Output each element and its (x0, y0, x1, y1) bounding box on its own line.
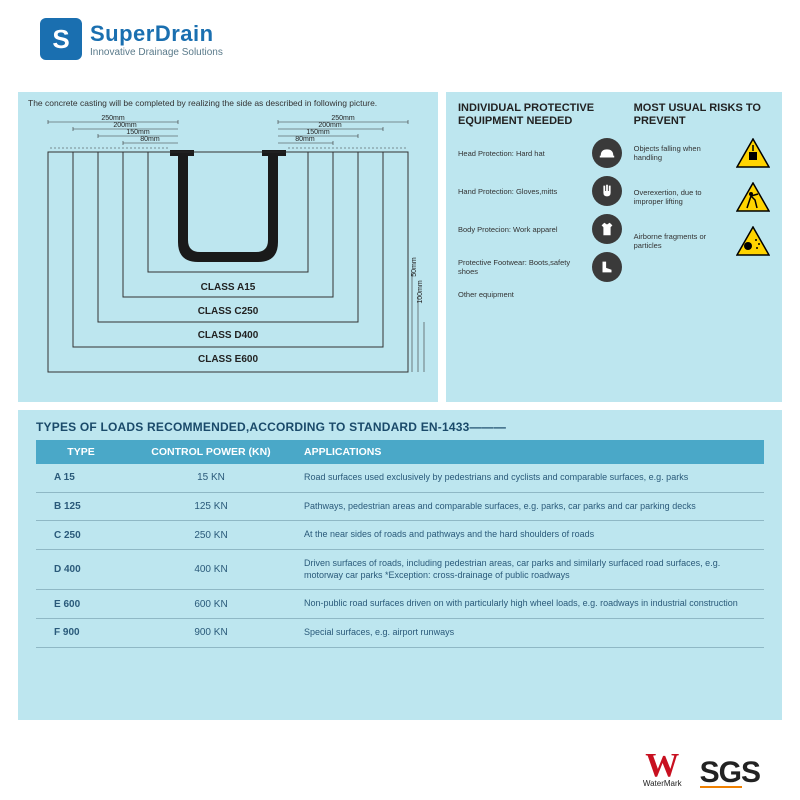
footer-certifications: W WaterMark SGS (643, 752, 760, 788)
casting-caption: The concrete casting will be completed b… (28, 98, 428, 108)
dim-tr-2: 150mm (306, 129, 330, 136)
col-applications: APPLICATIONS (296, 440, 764, 464)
dim-tl-2: 150mm (126, 129, 150, 136)
lifting-icon (736, 182, 770, 212)
dim-side-0: 50mm (411, 257, 418, 277)
casting-diagram: 250mm 200mm 150mm 80mm 250mm 200mm 150mm… (28, 112, 428, 380)
logo-mark-icon: S (40, 18, 82, 60)
dim-tl-3: 80mm (140, 136, 160, 143)
risk-row-2: Airborne fragments or particles (634, 226, 770, 256)
logo-subtitle: Innovative Drainage Solutions (90, 47, 223, 58)
hardhat-icon (592, 138, 622, 168)
table-row: C 250250 KNAt the near sides of roads an… (36, 521, 764, 550)
watermark-logo: W WaterMark (643, 752, 682, 788)
watermark-label: WaterMark (643, 779, 682, 788)
ppe-label-0: Head Protection: Hard hat (458, 149, 586, 158)
dim-side-1: 100mm (417, 280, 424, 304)
apparel-icon (592, 214, 622, 244)
watermark-w-icon: W (645, 752, 679, 779)
class-label-3: CLASS E600 (198, 354, 258, 365)
class-label-2: CLASS D400 (198, 330, 259, 341)
table-row: A 1515 KNRoad surfaces used exclusively … (36, 464, 764, 492)
loads-table-panel: TYPES OF LOADS RECOMMENDED,ACCORDING TO … (18, 410, 782, 720)
particles-icon (736, 226, 770, 256)
col-type: TYPE (36, 440, 126, 464)
dim-tl-1: 200mm (113, 122, 137, 129)
dim-tl-0: 250mm (101, 115, 125, 122)
risks-heading: MOST USUAL RISKS TO PREVENT (634, 102, 770, 128)
ppe-label-3: Protective Footwear: Boots,safety shoes (458, 258, 586, 276)
dim-tr-1: 200mm (318, 122, 342, 129)
ppe-label-2: Body Protecion: Work apparel (458, 225, 586, 234)
risk-label-0: Objects falling when handling (634, 144, 730, 162)
ppe-row-1: Hand Protection: Gloves,mitts (458, 176, 622, 206)
loads-table: TYPE CONTROL POWER (KN) APPLICATIONS A 1… (36, 440, 764, 648)
ppe-label-4: Other equipment (458, 290, 622, 299)
table-row: F 900900 KNSpecial surfaces, e.g. airpor… (36, 619, 764, 648)
brand-logo: S SuperDrain Innovative Drainage Solutio… (40, 18, 223, 60)
ppe-column: INDIVIDUAL PROTECTIVE EQUIPMENT NEEDED H… (458, 102, 622, 392)
falling-object-icon (736, 138, 770, 168)
risk-row-1: Overexertion, due to improper lifting (634, 182, 770, 212)
risk-label-2: Airborne fragments or particles (634, 232, 730, 250)
casting-diagram-panel: The concrete casting will be completed b… (18, 92, 438, 402)
risks-column: MOST USUAL RISKS TO PREVENT Objects fall… (634, 102, 770, 392)
ppe-label-1: Hand Protection: Gloves,mitts (458, 187, 586, 196)
class-label-1: CLASS C250 (198, 306, 259, 317)
risk-label-1: Overexertion, due to improper lifting (634, 188, 730, 206)
dim-tr-3: 80mm (295, 136, 315, 143)
sgs-logo: SGS (700, 756, 760, 788)
table-row: B 125125 KNPathways, pedestrian areas an… (36, 492, 764, 521)
ppe-row-2: Body Protecion: Work apparel (458, 214, 622, 244)
dim-tr-0: 250mm (331, 115, 355, 122)
class-label-0: CLASS A15 (201, 282, 256, 293)
safety-panel: INDIVIDUAL PROTECTIVE EQUIPMENT NEEDED H… (446, 92, 782, 402)
logo-title: SuperDrain (90, 21, 223, 47)
ppe-row-4: Other equipment (458, 290, 622, 299)
ppe-row-3: Protective Footwear: Boots,safety shoes (458, 252, 622, 282)
ppe-row-0: Head Protection: Hard hat (458, 138, 622, 168)
boots-icon (592, 252, 622, 282)
gloves-icon (592, 176, 622, 206)
risk-row-0: Objects falling when handling (634, 138, 770, 168)
table-row: D 400400 KNDriven surfaces of roads, inc… (36, 550, 764, 590)
col-control-power: CONTROL POWER (KN) (126, 440, 296, 464)
loads-table-title: TYPES OF LOADS RECOMMENDED,ACCORDING TO … (36, 420, 764, 434)
ppe-heading: INDIVIDUAL PROTECTIVE EQUIPMENT NEEDED (458, 102, 622, 128)
table-row: E 600600 KNNon-public road surfaces driv… (36, 590, 764, 619)
